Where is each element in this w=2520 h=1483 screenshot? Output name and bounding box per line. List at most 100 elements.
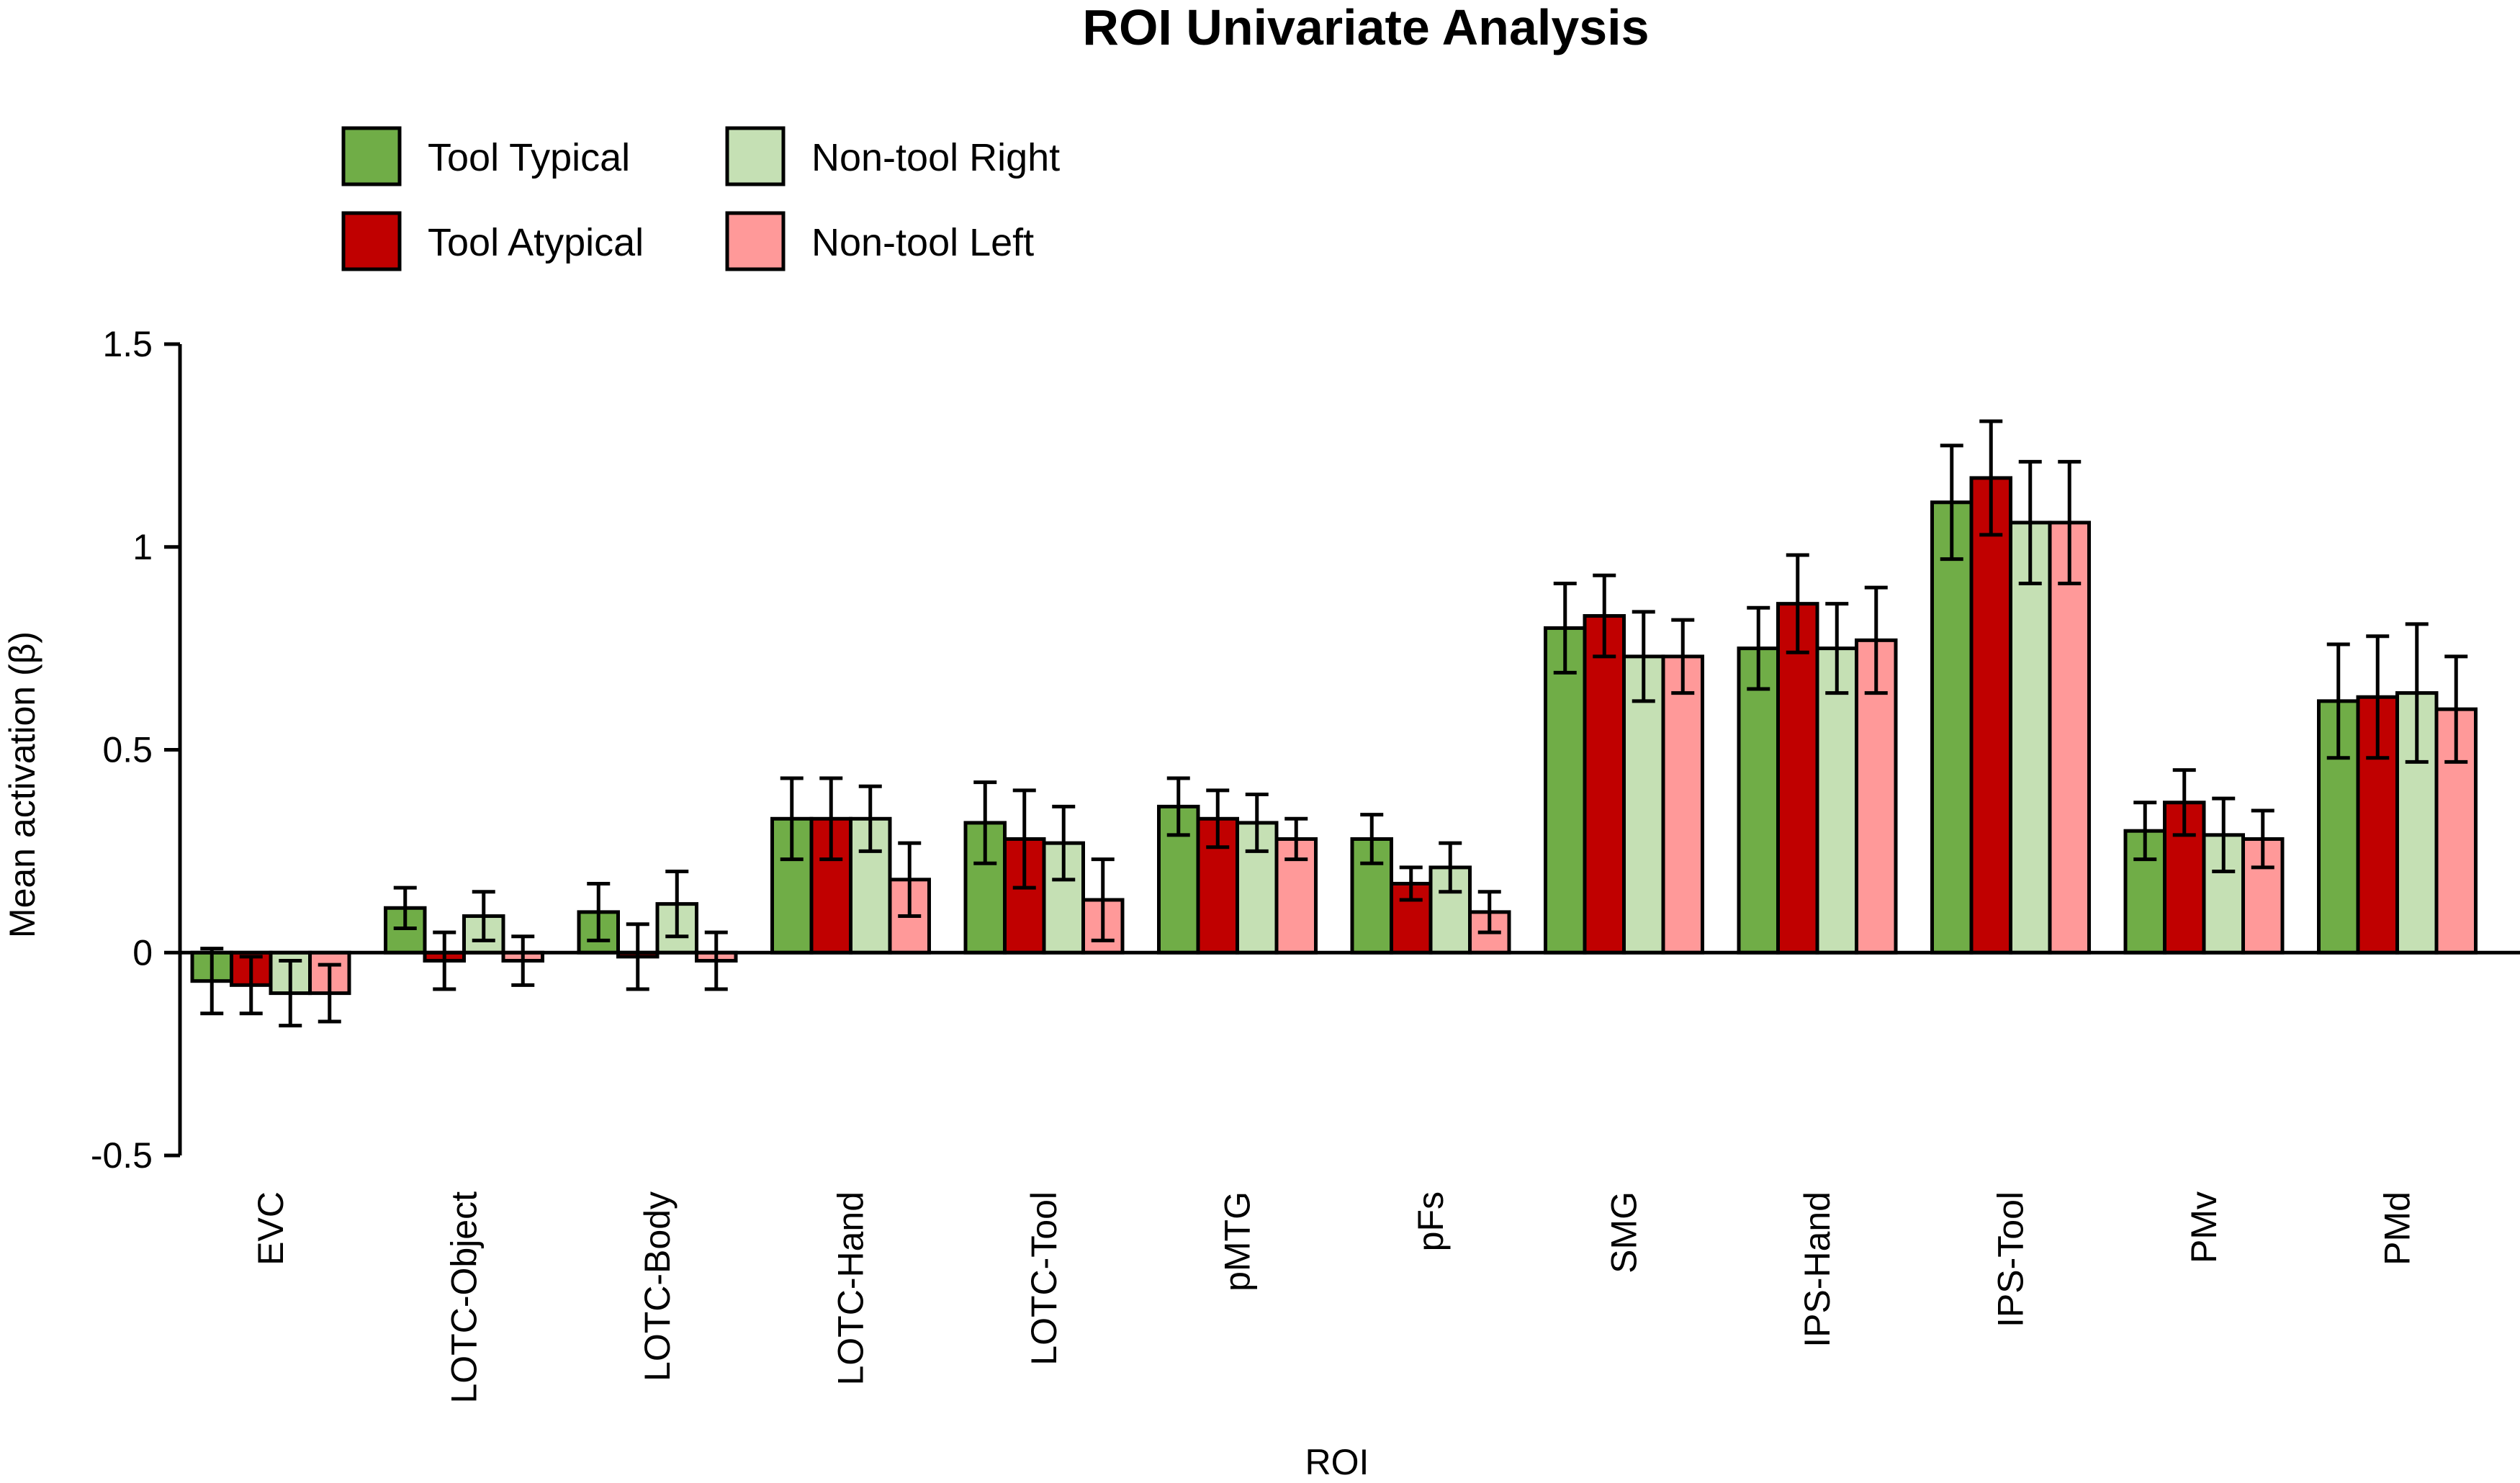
legend-item: Tool Atypical [341, 211, 644, 271]
legend-item: Tool Typical [341, 126, 630, 186]
legend-swatch [341, 211, 402, 271]
error-bar [704, 930, 728, 991]
error-bar [973, 780, 997, 865]
legend-swatch [725, 126, 786, 186]
legend-swatch [341, 126, 402, 186]
bar [1583, 614, 1626, 955]
legend-swatch [725, 211, 786, 271]
error-bar [1786, 553, 1809, 654]
bar-group [1930, 476, 2091, 955]
x-category-label: LOTC-Hand [831, 1191, 871, 1386]
bar-group [2123, 801, 2285, 955]
error-bar [2326, 642, 2350, 760]
error-bar [1632, 610, 1655, 703]
error-bar [858, 784, 882, 853]
error-bar [433, 930, 456, 991]
error-bar [1360, 813, 1384, 865]
y-axis-title: Mean activation (β) [2, 631, 42, 938]
error-bar [1864, 585, 1888, 695]
error-bar [2405, 622, 2429, 764]
bar-group [2317, 691, 2478, 955]
bar [2009, 520, 2052, 955]
error-bar [1284, 816, 1308, 862]
bar [1737, 646, 1780, 955]
bar [1969, 476, 2012, 955]
error-bar [1091, 857, 1115, 942]
y-axis-ticks: 1.5 1 0.5 0 -0.5 [91, 324, 180, 1176]
error-bar [1553, 581, 1577, 675]
error-bar [1245, 792, 1269, 853]
bar-group [770, 816, 931, 955]
error-bar [2172, 768, 2196, 837]
bar-group [963, 821, 1125, 955]
y-tick-label: 1 [132, 527, 153, 567]
error-bar [2444, 654, 2468, 764]
error-bar [2212, 796, 2236, 874]
bar-group [1544, 614, 1704, 955]
x-category-label: IPS-Hand [1797, 1191, 1837, 1348]
error-bar [1671, 618, 1695, 695]
bar [1661, 654, 1704, 955]
error-bar [2251, 808, 2274, 870]
error-bar [511, 934, 535, 987]
error-bar [898, 841, 922, 919]
error-bar [318, 963, 341, 1024]
x-category-label: pMTG [1218, 1191, 1258, 1292]
error-bar [1439, 841, 1462, 894]
error-bar [200, 947, 224, 1016]
error-bar [780, 776, 804, 862]
error-bar [626, 922, 649, 991]
bar-group [1157, 804, 1318, 955]
x-axis-title: ROI [1305, 1442, 1369, 1482]
error-bar [1012, 788, 1036, 890]
x-category-label: EVC [251, 1191, 291, 1266]
x-category-label: LOTC-Body [637, 1191, 678, 1381]
x-category-label: LOTC-Object [444, 1191, 485, 1404]
x-category-label: PMv [2184, 1191, 2224, 1263]
error-bar [1979, 419, 2003, 537]
legend-item: Non-tool Right [725, 126, 1060, 186]
legend: Tool Typical Tool Atypical Non-tool Right N… [341, 126, 1060, 271]
error-bar [665, 870, 689, 939]
x-category-label: IPS-Tool [1991, 1191, 2031, 1328]
legend-label: Tool Typical [428, 136, 630, 179]
bar [2048, 520, 2091, 955]
y-tick-label: 1.5 [102, 324, 153, 364]
error-bar [1940, 443, 1963, 562]
error-bar [587, 881, 611, 942]
legend-label: Non-tool Right [811, 136, 1060, 179]
error-bars [200, 419, 2468, 1028]
error-bar [2058, 459, 2082, 585]
error-bar [1052, 804, 1076, 882]
y-tick-label: -0.5 [91, 1135, 153, 1176]
bar [1544, 626, 1587, 955]
bar [1776, 602, 1819, 955]
error-bar [239, 955, 263, 1016]
bar-group [190, 950, 351, 996]
error-bar [2366, 634, 2390, 760]
x-axis-category-labels: EVC LOTC-Object LOTC-Body LOTC-Hand LOTC-Too… [251, 1191, 2418, 1404]
error-bar [1747, 605, 1770, 691]
bar-groups [190, 476, 2478, 996]
x-category-label: PMd [2377, 1191, 2418, 1266]
x-category-label: pFs [1410, 1191, 1451, 1251]
bar-group [1350, 837, 1511, 955]
error-bar [1399, 865, 1423, 902]
y-tick-label: 0 [132, 932, 153, 973]
error-bar [1206, 788, 1230, 849]
error-bar [819, 776, 843, 862]
error-bar [2018, 459, 2042, 585]
legend-item: Non-tool Left [725, 211, 1034, 271]
error-bar [279, 959, 302, 1028]
legend-label: Tool Atypical [428, 221, 644, 264]
error-bar [472, 890, 495, 942]
bar-group [1737, 602, 1898, 955]
axes [178, 344, 2520, 1155]
y-tick-label: 0.5 [102, 730, 153, 770]
error-bar [393, 885, 417, 930]
x-category-label: LOTC-Tool [1024, 1191, 1064, 1366]
error-bar [2133, 801, 2157, 862]
legend-label: Non-tool Left [811, 221, 1034, 264]
error-bar [1477, 890, 1501, 934]
